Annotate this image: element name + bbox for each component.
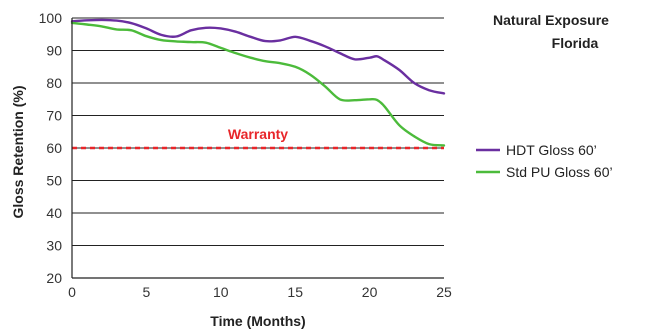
- y-tick-label-20: 20: [46, 270, 62, 286]
- x-tick-label-15: 15: [287, 284, 303, 300]
- grid-lines: [72, 17, 444, 246]
- y-tick-label-60: 60: [46, 140, 62, 156]
- y-tick-label-40: 40: [46, 205, 62, 221]
- legend-label-hdt-gloss-60: HDT Gloss 60’: [506, 142, 597, 158]
- y-tick-label-100: 100: [39, 10, 63, 26]
- y-axis-label: Gloss Retention (%): [10, 85, 26, 218]
- x-axis-label: Time (Months): [210, 313, 305, 329]
- series-line-std-pu-gloss-60: [70, 21, 446, 147]
- warranty-reference: Warranty: [72, 126, 444, 150]
- y-tick-label-70: 70: [46, 108, 62, 124]
- chart-title-line-2: Florida: [552, 35, 599, 51]
- axes: [71, 18, 444, 279]
- y-tick-label-90: 90: [46, 43, 62, 59]
- warranty-label: Warranty: [228, 126, 288, 142]
- legend: HDT Gloss 60’ Std PU Gloss 60’: [476, 142, 613, 180]
- x-tick-label-5: 5: [143, 284, 151, 300]
- series-line-hdt-gloss-60: [70, 18, 446, 95]
- legend-label-std-pu-gloss-60: Std PU Gloss 60’: [506, 164, 613, 180]
- x-tick-label-20: 20: [362, 284, 378, 300]
- y-tick-label-80: 80: [46, 75, 62, 91]
- x-tick-label-0: 0: [68, 284, 76, 300]
- chart-title-line-1: Natural Exposure: [493, 12, 609, 28]
- tick-labels: 20 30 40 50 60 70 80 90 100 0 5 10 15 20 25: [39, 10, 452, 300]
- series-lines: [70, 18, 446, 147]
- x-tick-label-10: 10: [213, 284, 229, 300]
- x-tick-label-25: 25: [436, 284, 452, 300]
- y-tick-label-50: 50: [46, 173, 62, 189]
- y-tick-label-30: 30: [46, 238, 62, 254]
